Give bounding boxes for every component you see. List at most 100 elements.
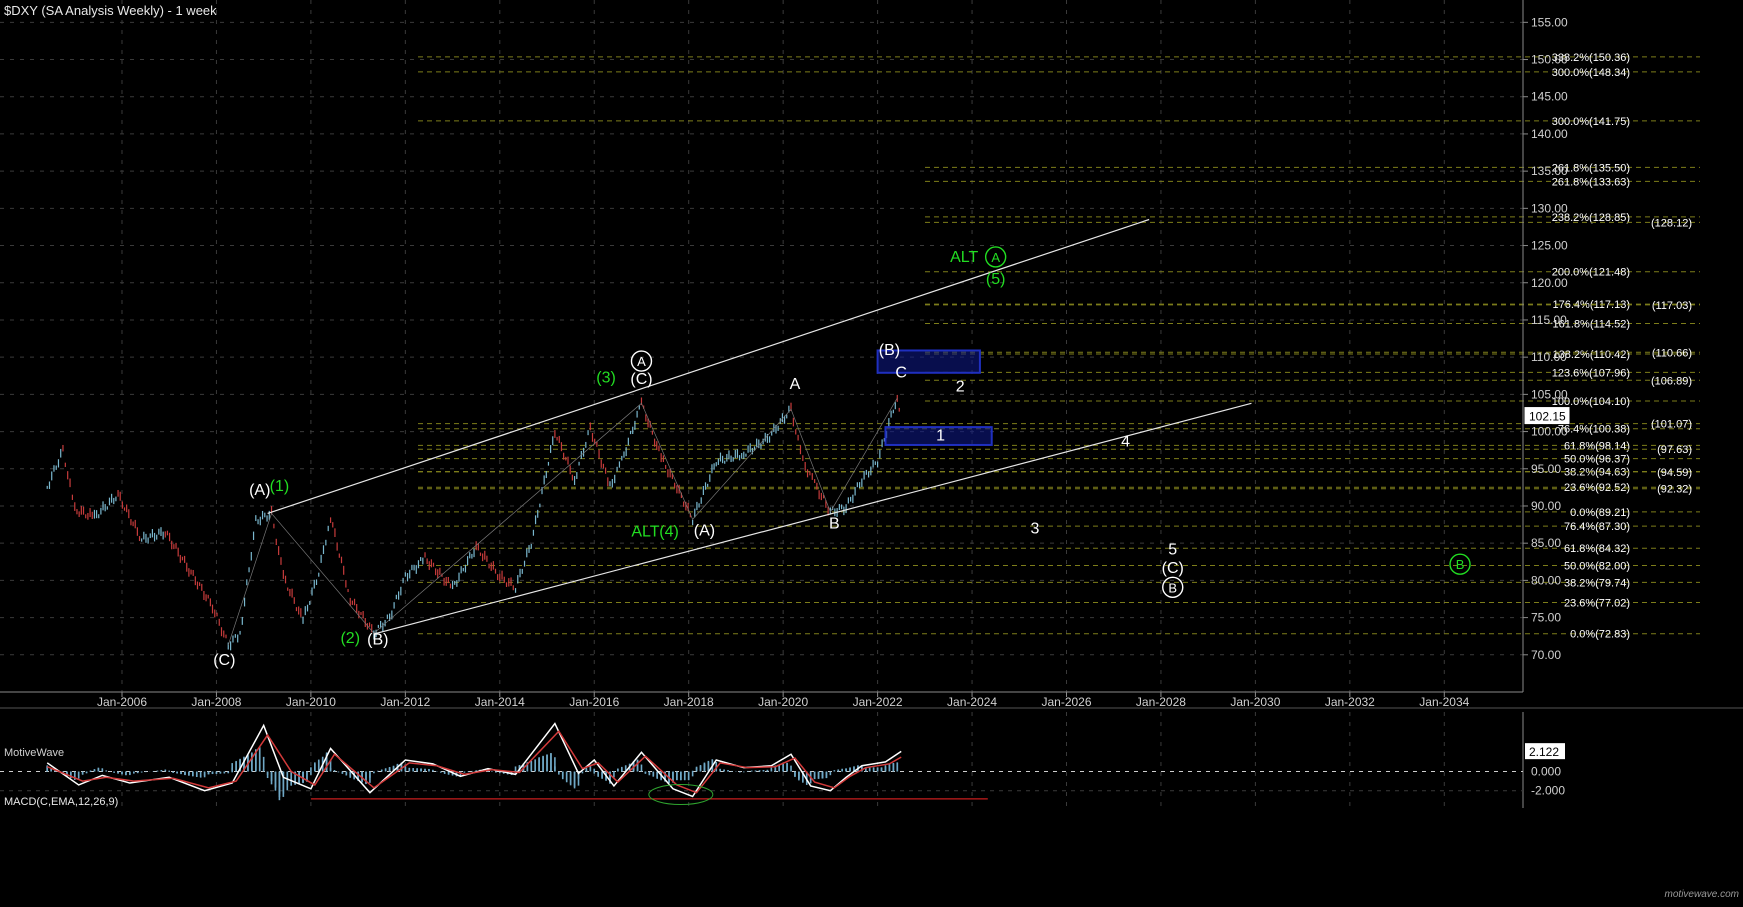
wave-label: (B) [367, 631, 388, 648]
wave-label: (C) [1162, 560, 1184, 577]
wave-label: A [991, 250, 1000, 265]
y-tick-label: 140.00 [1531, 127, 1568, 141]
wave-label: A [637, 354, 646, 369]
y-tick-label: 105.00 [1531, 387, 1568, 401]
fib-level-label: (128.12) [1651, 217, 1692, 229]
upper-box [876, 349, 981, 374]
fib-level-label: (110.66) [1652, 347, 1692, 359]
fib-level-label: 300.0%(148.34) [1552, 67, 1630, 79]
brand-label: MotiveWave [4, 747, 65, 759]
wave-label: 2 [956, 378, 965, 395]
price-layer [46, 394, 900, 651]
wave-label: 1 [936, 427, 945, 444]
macd-y-tick-label: -2.000 [1531, 784, 1565, 798]
grid-layer [0, 0, 1523, 808]
fib-level-label: 50.0%(82.00) [1564, 561, 1630, 573]
watermark: motivewave.com [1664, 889, 1739, 900]
wave-label: (A) [694, 523, 715, 540]
x-tick-label: Jan-2024 [947, 695, 997, 709]
y-tick-label: 80.00 [1531, 573, 1561, 587]
fib-level-label: 0.0%(89.21) [1570, 507, 1630, 519]
fib-level-label: 38.2%(94.63) [1564, 467, 1630, 479]
x-tick-label: Jan-2030 [1230, 695, 1280, 709]
wave-label: (C) [630, 371, 652, 388]
y-tick-label: 75.00 [1531, 611, 1561, 625]
macd-last-value: 2.122 [1529, 745, 1559, 759]
fib-level-label: 50.0%(96.37) [1564, 454, 1630, 466]
y-tick-label: 90.00 [1531, 499, 1561, 513]
y-tick-label: 120.00 [1531, 276, 1568, 290]
fib-level-label: (97.63) [1657, 444, 1692, 456]
macd-last-value-badge [1525, 743, 1565, 760]
y-tick-label: 130.00 [1531, 201, 1568, 215]
wave-label: C [895, 364, 907, 381]
fib-level-label: (92.32) [1657, 484, 1692, 496]
wave-label: 3 [1031, 521, 1040, 538]
x-tick-label: Jan-2028 [1136, 695, 1186, 709]
y-tick-label: 110.00 [1531, 350, 1567, 364]
fib-level-label: 200.0%(121.48) [1552, 267, 1630, 279]
fib-level-label: 0.0%(72.83) [1570, 629, 1630, 641]
macd-y-tick-label: 0.000 [1531, 765, 1561, 779]
x-tick-label: Jan-2016 [569, 695, 619, 709]
fib-level-label: (101.07) [1651, 419, 1692, 431]
fib-level-label: 23.6%(77.02) [1564, 598, 1630, 610]
x-tick-label: Jan-2018 [664, 695, 714, 709]
wave-label: B [829, 515, 840, 532]
fib-level-label: 38.2%(79.74) [1564, 577, 1630, 589]
x-tick-label: Jan-2026 [1041, 695, 1091, 709]
y-tick-label: 150.00 [1531, 53, 1568, 67]
y-tick-label: 135.00 [1531, 164, 1568, 178]
fib-level-label: (106.89) [1651, 375, 1692, 387]
x-tick-label: Jan-2006 [97, 695, 147, 709]
wave-label: (1) [270, 478, 290, 495]
y-tick-label: 95.00 [1531, 462, 1561, 476]
y-tick-label: 125.00 [1531, 239, 1568, 253]
fib-level-label: 238.2%(128.85) [1552, 212, 1630, 224]
fib-level-label: (117.03) [1652, 300, 1692, 312]
fib-level-label: 338.2%(150.36) [1552, 52, 1630, 64]
fib-level-label: 100.0%(104.10) [1552, 396, 1630, 408]
wave-label: (4) [659, 523, 679, 540]
macd-highlight-ellipse [648, 784, 714, 806]
signal-line [46, 729, 902, 794]
wave-label-circle [630, 350, 653, 372]
x-tick-label: Jan-2020 [758, 695, 808, 709]
fib-level-label: 261.8%(135.50) [1552, 162, 1630, 174]
fib-level-label: 61.8%(98.14) [1564, 440, 1630, 452]
axis-layer: 155.00 150.00 145.00 140.00 135.00 130.00 125.… [0, 0, 1743, 808]
wave-label: A [790, 376, 801, 393]
fib-level-label: 123.6%(107.96) [1552, 367, 1630, 379]
label-layer: (A) (1)(C)(2) (B)(3)A(C)ALT (4) (A)AB(B)C21A… [213, 246, 1471, 669]
fib-level-label: 23.6%(92.52) [1564, 482, 1630, 494]
x-tick-label: Jan-2012 [380, 695, 430, 709]
fib-level-label: 76.4%(100.38) [1558, 424, 1630, 436]
last-price-label: 102.15 [1529, 410, 1566, 424]
wave-label: (2) [340, 630, 360, 647]
macd-title: MACD(C,EMA,12,26,9) [4, 796, 119, 808]
macd-layer: 0.000 -2.000 2.122 [0, 722, 1565, 806]
x-tick-label: Jan-2008 [191, 695, 241, 709]
y-tick-label: 145.00 [1531, 90, 1568, 104]
lower-box [884, 426, 993, 446]
fib-level-label: 61.8%(84.32) [1564, 543, 1630, 555]
y-tick-label: 100.00 [1531, 425, 1568, 439]
y-tick-label: 70.00 [1531, 648, 1561, 662]
last-price-badge [1524, 407, 1570, 425]
channel-upper-line [267, 218, 1150, 514]
x-tick-label: Jan-2014 [475, 695, 525, 709]
wave-label: ALT [950, 249, 978, 266]
wave-label: (C) [213, 652, 235, 669]
fib-level-label: 76.4%(87.30) [1564, 521, 1630, 533]
y-tick-label: 155.00 [1531, 15, 1568, 29]
wave-label-circle [1449, 553, 1471, 575]
y-tick-label: 85.00 [1531, 536, 1561, 550]
fib-level-label: (94.59) [1657, 467, 1692, 479]
macd-line [46, 722, 902, 798]
x-tick-label: Jan-2010 [286, 695, 336, 709]
x-tick-label: Jan-2034 [1419, 695, 1469, 709]
fib-layer: 338.2%(150.36) 300.0%(148.34) 300.0%(141.7… [418, 52, 1700, 641]
wave-label: ALT [631, 523, 659, 540]
fib-level-label: 261.8%(133.63) [1552, 176, 1630, 188]
